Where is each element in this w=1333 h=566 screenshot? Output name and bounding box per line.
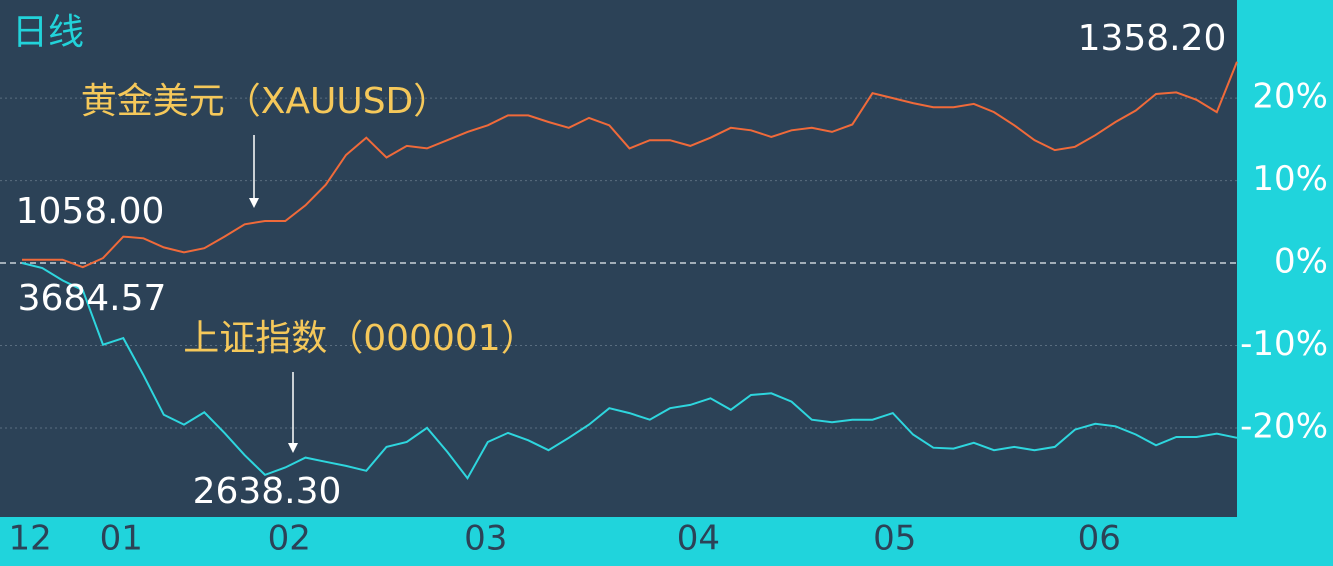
- y-tick-label: -20%: [1240, 406, 1328, 446]
- chart-title: 日线: [12, 12, 84, 53]
- y-tick-label: 20%: [1252, 77, 1328, 117]
- x-tick-label: 01: [100, 519, 143, 559]
- x-tick-label: 03: [464, 519, 507, 559]
- arrow-head: [288, 443, 298, 453]
- series-line: [22, 61, 1238, 269]
- arrow-head: [249, 198, 259, 208]
- series-line: [21, 262, 1238, 481]
- x-tick-label: 04: [677, 519, 720, 559]
- y-tick-label: 10%: [1252, 159, 1328, 199]
- y-tick-label: 0%: [1274, 242, 1328, 282]
- annotation: 3684.57: [18, 278, 167, 319]
- annotation: 1058.00: [16, 191, 165, 232]
- x-tick-label: 12: [8, 519, 51, 559]
- plot-area: [0, 0, 1237, 517]
- series-label: 上证指数（000001）: [183, 318, 536, 359]
- x-tick-label: 06: [1078, 519, 1121, 559]
- y-tick-label: -10%: [1240, 324, 1328, 364]
- annotation: 1358.20: [1078, 18, 1227, 59]
- x-tick-label: 05: [873, 519, 916, 559]
- x-tick-label: 02: [268, 519, 311, 559]
- annotation: 2638.30: [193, 471, 342, 512]
- series-label: 黄金美元（XAUUSD）: [81, 81, 450, 122]
